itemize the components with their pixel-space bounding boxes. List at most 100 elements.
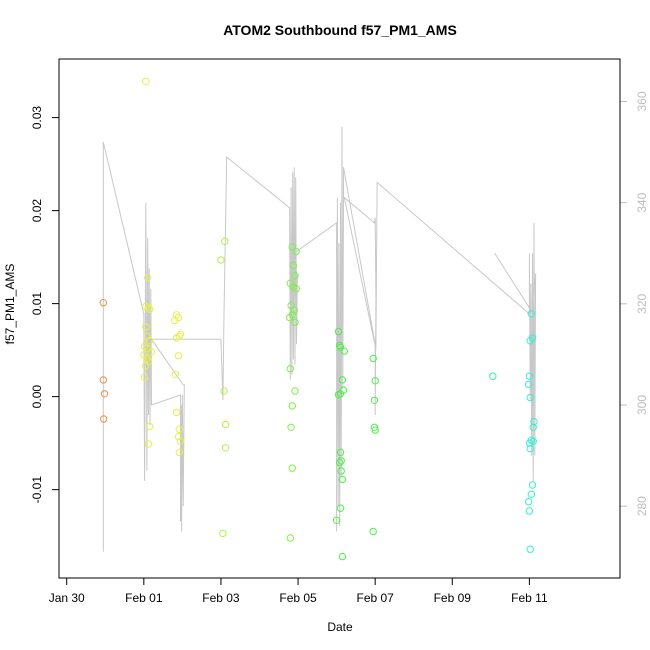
scatter-point: [334, 327, 343, 336]
scatter-point: [525, 439, 534, 447]
scatter-point: [175, 448, 184, 457]
x-tick-label: Jan 30: [49, 591, 85, 605]
scatter-point: [528, 481, 537, 489]
scatter-point: [338, 552, 347, 561]
y2-tick-label: 360: [635, 91, 649, 111]
y-tick-label: 0.03: [30, 106, 44, 130]
scatter-point: [144, 273, 152, 282]
scatter-point: [172, 408, 181, 417]
scatter-point: [526, 337, 534, 345]
scatter-point: [526, 393, 534, 402]
scatter-point: [145, 422, 154, 431]
scatter-point: [217, 256, 225, 264]
scatter-point: [371, 377, 379, 385]
scatter-point: [332, 516, 341, 524]
scatter-point: [221, 444, 230, 452]
scatter-point: [145, 337, 154, 345]
scatter-point: [142, 323, 150, 331]
scatter-point: [527, 310, 535, 318]
y2-tick-label: 320: [635, 293, 649, 313]
scatter-point: [100, 415, 108, 423]
secondary-line-layer: [102, 126, 537, 552]
scatter-point: [176, 437, 185, 445]
scatter-point: [286, 365, 294, 373]
scatter-point: [369, 527, 377, 536]
scatter-point: [285, 313, 294, 322]
scatter-point: [175, 425, 184, 433]
scatter-point: [526, 545, 534, 553]
scatter-point: [220, 387, 228, 395]
scatter-point: [336, 504, 345, 512]
y-axis-label: f57_PM1_AMS: [3, 264, 17, 345]
scatter-point: [292, 285, 300, 293]
scatter-points-layer: [99, 77, 538, 561]
y-tick-label: 0.00: [30, 385, 44, 409]
scatter-point: [489, 372, 497, 380]
scatter-point: [291, 272, 299, 280]
x-tick-label: Feb 07: [356, 591, 394, 605]
y-tick-label: 0.02: [30, 199, 44, 223]
secondary-series-line: [102, 126, 537, 552]
scatter-point: [525, 507, 534, 515]
y2-tick-label: 300: [635, 395, 649, 415]
scatter-point: [371, 426, 379, 434]
scatter-point: [289, 261, 298, 270]
scatter-point: [174, 352, 183, 360]
x-tick-label: Feb 09: [434, 591, 472, 605]
scatter-point: [100, 390, 109, 398]
scatter-point: [336, 459, 344, 467]
scatter-point: [145, 305, 154, 313]
x-tick-label: Feb 01: [125, 591, 163, 605]
scatter-point: [174, 432, 183, 441]
scatter-point: [99, 376, 108, 384]
scatter-point: [524, 380, 533, 389]
scatter-point: [144, 303, 153, 311]
scatter-point: [99, 299, 108, 307]
scatter-point: [338, 475, 347, 484]
scatter-point: [290, 306, 298, 314]
scatter-point: [525, 372, 534, 380]
scatter-point: [219, 529, 227, 538]
plot-frame: [58, 58, 621, 579]
scatter-point: [147, 348, 156, 356]
scatter-point: [144, 440, 153, 448]
scatter-point: [172, 334, 181, 342]
scatter-point: [337, 457, 345, 465]
scatter-point: [336, 343, 345, 351]
scatter-point: [370, 396, 379, 404]
scatter-point: [288, 464, 296, 472]
scatter-point: [291, 318, 299, 326]
scatter-point: [221, 237, 229, 246]
y2-tick-label: 340: [635, 192, 649, 212]
scatter-point: [144, 344, 152, 352]
scatter-point: [292, 247, 300, 256]
scatter-point: [526, 445, 534, 453]
scatter-point: [337, 467, 345, 475]
scatter-point: [171, 316, 179, 325]
scatter-point: [336, 448, 345, 457]
x-tick-label: Feb 05: [279, 591, 317, 605]
scatter-point: [288, 243, 296, 251]
scatter-point: [142, 77, 150, 86]
scatter-point: [338, 376, 347, 384]
scatter-point: [171, 370, 180, 378]
y-tick-label: 0.01: [30, 292, 44, 316]
scatter-point: [369, 354, 377, 363]
chart-title: ATOM2 Southbound f57_PM1_AMS: [223, 22, 457, 38]
x-tick-label: Feb 11: [511, 591, 548, 605]
scatter-point: [339, 386, 348, 394]
scatter-point: [530, 418, 538, 426]
scatter-point: [176, 330, 185, 338]
scatter-point: [140, 373, 149, 381]
scatter-point: [524, 498, 533, 506]
x-axis-label: Date: [327, 620, 353, 634]
scatter-point: [340, 347, 348, 355]
scatter-point: [529, 437, 537, 445]
scatter-point: [221, 420, 230, 429]
scatter-point: [142, 362, 150, 370]
scatter-point: [291, 387, 299, 395]
x-tick-label: Feb 03: [202, 591, 240, 605]
y2-tick-label: 280: [635, 496, 649, 516]
scatter-point: [288, 402, 296, 410]
